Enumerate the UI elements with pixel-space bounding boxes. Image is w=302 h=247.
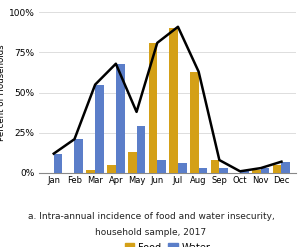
- Bar: [190, 72, 199, 173]
- Bar: [75, 139, 83, 173]
- Bar: [240, 171, 249, 173]
- Bar: [54, 154, 63, 173]
- Bar: [128, 152, 137, 173]
- Bar: [149, 43, 157, 173]
- Bar: [107, 165, 116, 173]
- Bar: [273, 165, 281, 173]
- Bar: [137, 126, 145, 173]
- Legend: Food, Water: Food, Water: [121, 239, 214, 247]
- Bar: [211, 160, 219, 173]
- Bar: [95, 84, 104, 173]
- Text: household sample, 2017: household sample, 2017: [95, 228, 207, 237]
- Bar: [169, 28, 178, 173]
- Bar: [157, 160, 166, 173]
- Bar: [261, 168, 269, 173]
- Bar: [86, 170, 95, 173]
- Bar: [281, 162, 290, 173]
- Text: a. Intra-annual incidence of food and water insecurity,: a. Intra-annual incidence of food and wa…: [27, 212, 275, 221]
- Bar: [199, 168, 207, 173]
- Bar: [116, 64, 124, 173]
- Bar: [219, 168, 228, 173]
- Bar: [178, 163, 187, 173]
- Bar: [252, 170, 261, 173]
- Y-axis label: Percent of Households: Percent of Households: [0, 44, 6, 141]
